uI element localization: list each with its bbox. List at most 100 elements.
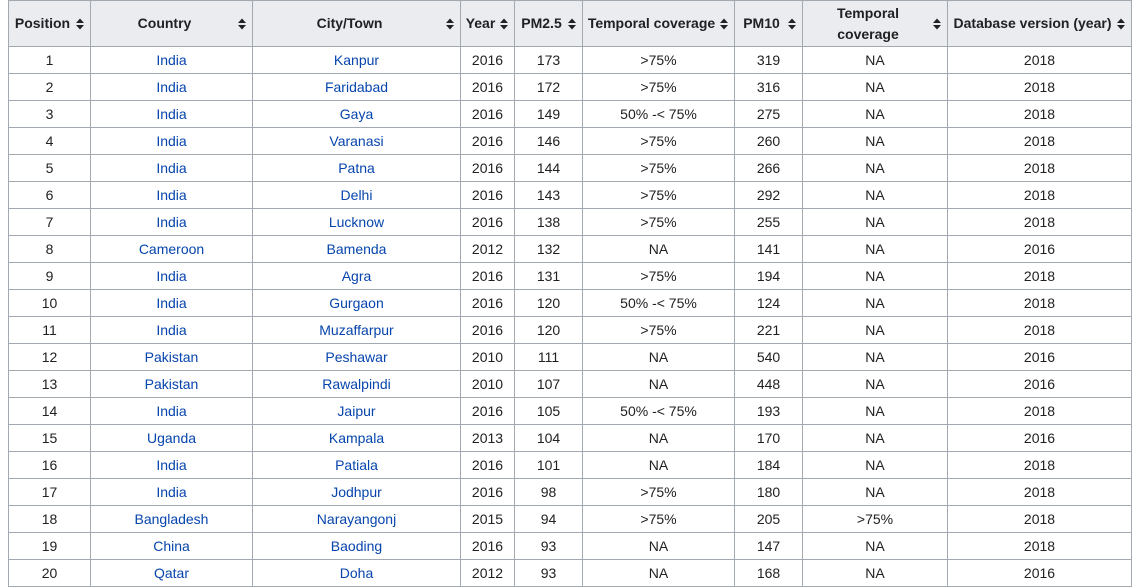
- cell-pm25: 146: [514, 127, 583, 155]
- country-link[interactable]: India: [156, 295, 187, 311]
- country-link[interactable]: India: [156, 52, 187, 68]
- sort-arrows-icon[interactable]: [500, 18, 508, 29]
- column-header-pm25[interactable]: PM2.5: [514, 0, 583, 47]
- city-link[interactable]: Rawalpindi: [322, 376, 391, 392]
- country-link[interactable]: Bangladesh: [134, 511, 209, 527]
- cell-country: India: [90, 262, 253, 290]
- cell-position: 14: [8, 397, 91, 425]
- country-link[interactable]: India: [156, 160, 187, 176]
- city-link[interactable]: Bamenda: [326, 241, 387, 257]
- column-header-database-version[interactable]: Database version (year): [947, 0, 1132, 47]
- cell-temporal-coverage-pm10: NA: [802, 316, 948, 344]
- table-body: 1 India Kanpur 2016 173 >75% 319 NA 2018 2 India Fa…: [8, 46, 1132, 587]
- column-header-position[interactable]: Position: [8, 0, 91, 47]
- cell-pm25: 132: [514, 235, 583, 263]
- city-link[interactable]: Gurgaon: [329, 295, 384, 311]
- cell-city: Narayangonj: [252, 505, 461, 533]
- column-header-city[interactable]: City/Town: [252, 0, 461, 47]
- city-link[interactable]: Kampala: [328, 430, 385, 446]
- city-link[interactable]: Varanasi: [329, 133, 384, 149]
- cell-temporal-coverage-pm25: >75%: [582, 181, 735, 209]
- cell-city: Lucknow: [252, 208, 461, 236]
- cell-country: India: [90, 451, 253, 479]
- cell-year: 2016: [460, 532, 515, 560]
- country-link[interactable]: India: [156, 268, 187, 284]
- cell-temporal-coverage-pm10: NA: [802, 343, 948, 371]
- cell-city: Agra: [252, 262, 461, 290]
- table-row: 6 India Delhi 2016 143 >75% 292 NA 2018: [8, 181, 1132, 209]
- cell-position: 2: [8, 73, 91, 101]
- cell-temporal-coverage-pm25: >75%: [582, 154, 735, 182]
- country-link[interactable]: China: [153, 538, 190, 554]
- country-link[interactable]: Qatar: [153, 565, 189, 581]
- city-link[interactable]: Faridabad: [324, 79, 389, 95]
- city-link[interactable]: Lucknow: [328, 214, 385, 230]
- cell-pm25: 111: [514, 343, 583, 371]
- country-link[interactable]: India: [156, 106, 187, 122]
- table-row: 16 India Patiala 2016 101 NA 184 NA 2018: [8, 451, 1132, 479]
- city-link[interactable]: Delhi: [340, 187, 373, 203]
- country-link[interactable]: India: [156, 322, 187, 338]
- city-link[interactable]: Kanpur: [333, 52, 380, 68]
- cell-database-version: 2018: [947, 316, 1132, 344]
- sort-arrows-icon[interactable]: [446, 18, 454, 29]
- country-link[interactable]: Cameroon: [138, 241, 205, 257]
- city-link[interactable]: Jaipur: [337, 403, 376, 419]
- cell-pm10: 316: [734, 73, 803, 101]
- cell-country: India: [90, 127, 253, 155]
- sort-arrows-icon[interactable]: [720, 18, 728, 29]
- cell-position: 12: [8, 343, 91, 371]
- city-link[interactable]: Peshawar: [325, 349, 388, 365]
- sort-arrows-icon[interactable]: [76, 18, 84, 29]
- column-header-temporal-coverage-pm10[interactable]: Temporal coverage: [802, 0, 948, 47]
- column-header-year[interactable]: Year: [460, 0, 515, 47]
- city-link[interactable]: Muzaffarpur: [319, 322, 394, 338]
- column-header-temporal-coverage-pm25[interactable]: Temporal coverage: [582, 0, 735, 47]
- cell-temporal-coverage-pm25: NA: [582, 532, 735, 560]
- sort-arrows-icon[interactable]: [568, 18, 576, 29]
- cell-database-version: 2018: [947, 181, 1132, 209]
- country-link[interactable]: India: [156, 484, 187, 500]
- cell-city: Jaipur: [252, 397, 461, 425]
- sort-arrows-icon[interactable]: [238, 18, 246, 29]
- city-link[interactable]: Baoding: [330, 538, 383, 554]
- column-header-label: Temporal coverage: [587, 15, 716, 31]
- table-row: 13 Pakistan Rawalpindi 2010 107 NA 448 NA 2016: [8, 370, 1132, 398]
- city-link[interactable]: Jodhpur: [331, 484, 382, 500]
- cell-temporal-coverage-pm10: NA: [802, 532, 948, 560]
- cell-pm10: 275: [734, 100, 803, 128]
- sort-arrows-icon[interactable]: [788, 18, 796, 29]
- country-link[interactable]: India: [156, 403, 187, 419]
- cell-city: Kanpur: [252, 46, 461, 74]
- column-header-pm10[interactable]: PM10: [734, 0, 803, 47]
- country-link[interactable]: Pakistan: [144, 349, 199, 365]
- cell-country: Cameroon: [90, 235, 253, 263]
- city-link[interactable]: Patna: [338, 160, 375, 176]
- country-link[interactable]: India: [156, 79, 187, 95]
- cell-temporal-coverage-pm10: NA: [802, 451, 948, 479]
- country-link[interactable]: Pakistan: [144, 376, 199, 392]
- cell-temporal-coverage-pm10: NA: [802, 46, 948, 74]
- cell-temporal-coverage-pm25: >75%: [582, 316, 735, 344]
- city-link[interactable]: Patiala: [335, 457, 378, 473]
- column-header-country[interactable]: Country: [90, 0, 253, 47]
- city-link[interactable]: Doha: [339, 565, 374, 581]
- cell-city: Muzaffarpur: [252, 316, 461, 344]
- city-link[interactable]: Agra: [341, 268, 372, 284]
- country-link[interactable]: India: [156, 133, 187, 149]
- cell-pm25: 93: [514, 559, 583, 587]
- country-link[interactable]: India: [156, 214, 187, 230]
- city-link[interactable]: Gaya: [339, 106, 374, 122]
- sort-arrows-icon[interactable]: [1117, 18, 1125, 29]
- cell-pm25: 104: [514, 424, 583, 452]
- cell-position: 4: [8, 127, 91, 155]
- country-link[interactable]: India: [156, 457, 187, 473]
- cell-city: Faridabad: [252, 73, 461, 101]
- country-link[interactable]: India: [156, 187, 187, 203]
- cell-year: 2016: [460, 316, 515, 344]
- country-link[interactable]: Uganda: [146, 430, 197, 446]
- sort-arrows-icon[interactable]: [933, 18, 941, 29]
- cell-database-version: 2016: [947, 343, 1132, 371]
- cell-temporal-coverage-pm25: >75%: [582, 127, 735, 155]
- city-link[interactable]: Narayangonj: [316, 511, 397, 527]
